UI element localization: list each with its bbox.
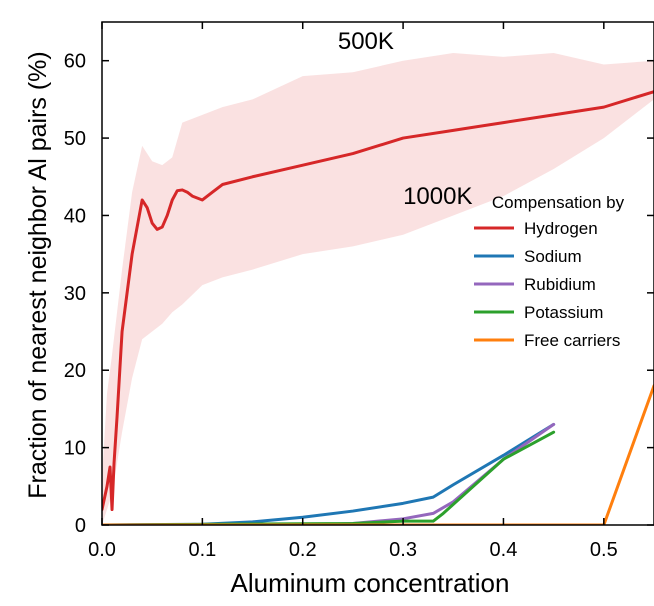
legend-label-sodium: Sodium xyxy=(524,247,582,266)
legend-label-hydrogen: Hydrogen xyxy=(524,219,598,238)
plot-frame xyxy=(101,21,654,526)
y-tick-label: 30 xyxy=(64,283,86,305)
annotations: 500K 1000K xyxy=(338,28,473,210)
annotation-1000k: 1000K xyxy=(403,183,472,210)
y-tick-label: 60 xyxy=(64,51,86,73)
x-tick-label: 0.5 xyxy=(590,539,618,561)
x-tick-label: 0.0 xyxy=(88,539,116,561)
plot-content xyxy=(102,52,654,525)
y-tick-label: 0 xyxy=(75,515,86,537)
axis-ticks: 0.0 0.1 0.2 0.3 0.4 0.5 0 10 20 30 40 50 60 xyxy=(64,22,654,561)
legend-label-potassium: Potassium xyxy=(524,303,603,322)
x-tick-label: 0.1 xyxy=(188,539,216,561)
x-tick-label: 0.2 xyxy=(289,539,317,561)
x-tick-label: 0.4 xyxy=(490,539,518,561)
x-tick-label: 0.3 xyxy=(389,539,417,561)
y-tick-label: 10 xyxy=(64,438,86,460)
x-axis-label: Aluminum concentration xyxy=(231,568,510,598)
confidence-band xyxy=(102,52,654,525)
legend-label-rubidium: Rubidium xyxy=(524,275,596,294)
legend-title: Compensation by xyxy=(492,193,625,212)
y-tick-label: 50 xyxy=(64,128,86,150)
series-line-hydrogen xyxy=(102,90,654,512)
legend: Compensation by Hydrogen Sodium Rubidium Po… xyxy=(474,193,625,350)
y-tick-label: 20 xyxy=(64,360,86,382)
y-axis-label: Fraction of nearest neighbor Al pairs (%… xyxy=(24,51,52,498)
legend-label-free-carriers: Free carriers xyxy=(524,331,620,350)
series-line-potassium xyxy=(102,430,556,525)
y-tick-label: 40 xyxy=(64,205,86,227)
annotation-500k: 500K xyxy=(338,28,394,55)
series-line-free-carriers xyxy=(102,384,654,525)
